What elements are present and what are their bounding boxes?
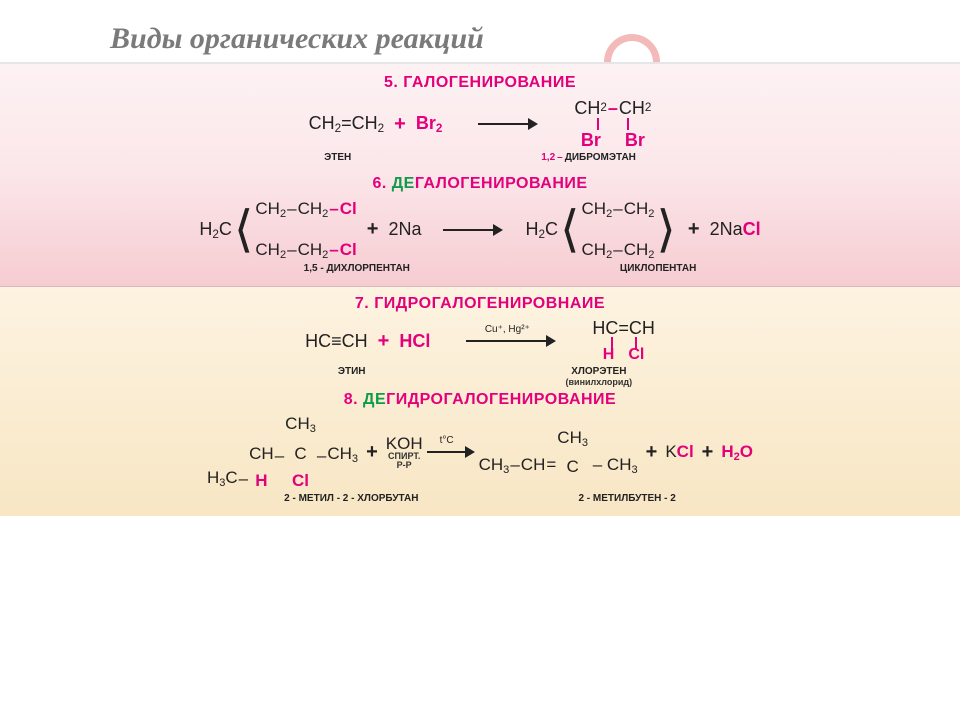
reaction-5-equation: CH2=CH2 + Br2 CH2 – CH2 BrBr	[0, 98, 960, 150]
product-dibromoethane: CH2 – CH2 BrBr	[574, 98, 651, 150]
reaction-7-labels: ЭТИН ХЛОРЭТЕН (винилхлорид)	[0, 366, 960, 387]
label-vinylchloride: (винилхлорид)	[566, 377, 633, 387]
reaction-6-labels: 1,5 - ДИХЛОРПЕНТАН ЦИКЛОПЕНТАН	[0, 263, 960, 274]
reaction-6-equation: H2C ⟨ CH2–CH2–Cl CH2–CH2–Cl + 2Na H2C ⟨ …	[0, 199, 960, 261]
label-ethyne: ЭТИН	[338, 366, 366, 387]
byproduct-2nacl: 2NaCl	[710, 219, 761, 240]
reactant-dichloropentane: H2C ⟨ CH2–CH2–Cl CH2–CH2–Cl	[199, 199, 356, 261]
product-cyclopentane: H2C ⟨ CH2–CH2 CH2–CH2 ⟩	[525, 199, 677, 261]
arrow-icon: Cu⁺, Hg²⁺	[466, 336, 556, 346]
page-title: Виды органических реакций	[110, 22, 484, 56]
reaction-5-labels: ЭТЕН 1,2–ДИБРОМЭТАН	[0, 152, 960, 163]
slide-header: Виды органических реакций	[0, 0, 960, 64]
arrow-icon: t°C	[427, 447, 475, 457]
section-7-title: 7. ГИДРОГАЛОГЕНИРОВНАИЕ	[0, 295, 960, 313]
label-ethene: ЭТЕН	[324, 152, 351, 163]
product-methylbutene: CH3 – CH = CH3 C – CH3	[479, 429, 638, 476]
plus-sign: +	[392, 113, 408, 136]
label-methylchlorobutane: 2 - МЕТИЛ - 2 - ХЛОРБУТАН	[284, 493, 418, 504]
label-dichloropentane: 1,5 - ДИХЛОРПЕНТАН	[304, 263, 410, 274]
catalyst-label: Cu⁺, Hg²⁺	[466, 324, 548, 335]
condition-temperature: t°C	[427, 435, 467, 446]
reagent-koh: KOH СПИРТ. Р-Р	[386, 435, 423, 470]
label-dibromoethane: 1,2–ДИБРОМЭТАН	[541, 152, 636, 163]
section-5-halogenation: 5. ГАЛОГЕНИРОВАНИЕ CH2=CH2 + Br2 CH2 – C…	[0, 64, 960, 169]
section-8-title: 8. ДЕГИДРОГАЛОГЕНИРОВАНИЕ	[0, 391, 960, 409]
reaction-7-equation: HC≡CH + HCl Cu⁺, Hg²⁺ HC=CH HCl	[0, 319, 960, 365]
label-cyclopentane: ЦИКЛОПЕНТАН	[620, 263, 696, 274]
reagent-hcl: HCl	[399, 331, 430, 352]
byproduct-kcl: KCl	[665, 442, 693, 462]
reaction-8-equation: H3C – CH H – CH3 C Cl –	[0, 415, 960, 489]
section-5-title: 5. ГАЛОГЕНИРОВАНИЕ	[0, 74, 960, 92]
label-chloroethene: ХЛОРЭТЕН	[571, 366, 626, 377]
arrow-icon	[443, 225, 503, 235]
reactant-ethene: CH2=CH2	[309, 113, 385, 135]
section-6-title: 6. ДЕГАЛОГЕНИРОВАНИЕ	[0, 175, 960, 193]
byproduct-h2o: H2O	[721, 442, 753, 463]
reaction-8-labels: 2 - МЕТИЛ - 2 - ХЛОРБУТАН 2 - МЕТИЛБУТЕН…	[0, 493, 960, 504]
arrow-icon	[478, 119, 538, 129]
reactant-methylchlorobutane: H3C – CH H – CH3 C Cl –	[207, 415, 358, 489]
reactant-ethyne: HC≡CH	[305, 331, 368, 352]
section-7-hydrohalogenation: 7. ГИДРОГАЛОГЕНИРОВНАИЕ HC≡CH + HCl Cu⁺,…	[0, 287, 960, 516]
section-6-dehalogenation: 6. ДЕГАЛОГЕНИРОВАНИЕ H2C ⟨ CH2–CH2–Cl CH…	[0, 169, 960, 287]
reagent-2na: 2Na	[388, 219, 421, 240]
label-methylbutene: 2 - МЕТИЛБУТЕН - 2	[578, 493, 675, 504]
product-chloroethene: HC=CH HCl	[592, 319, 655, 365]
reagent-br2: Br2	[416, 113, 443, 135]
